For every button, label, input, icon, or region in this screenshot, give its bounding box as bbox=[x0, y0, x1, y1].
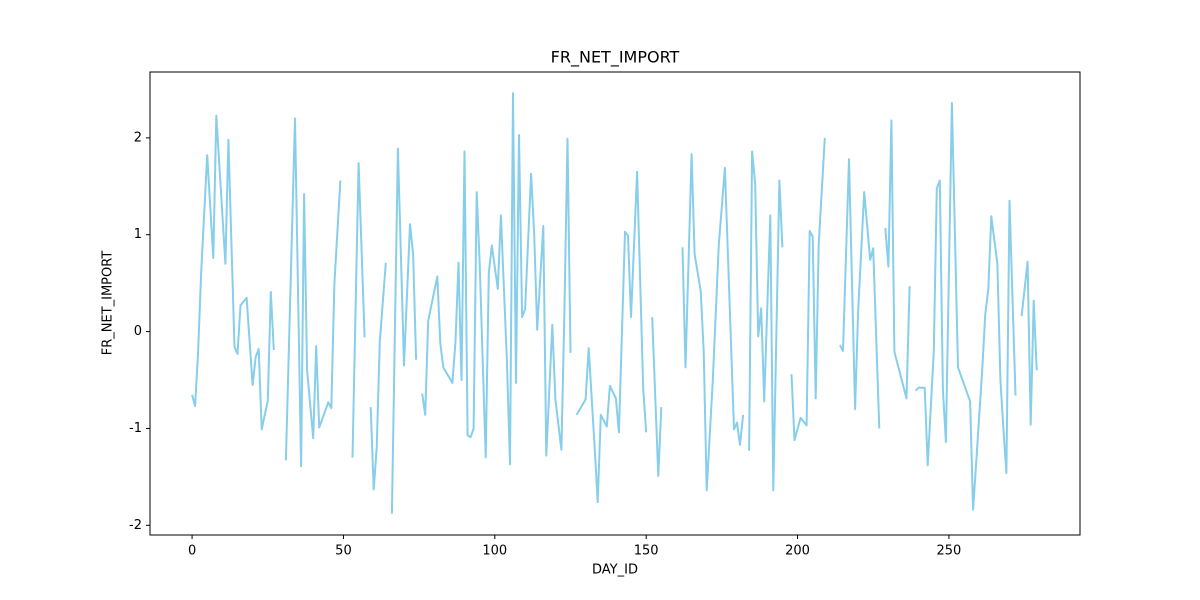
x-tick-label: 250 bbox=[937, 544, 962, 559]
chart-title: FR_NET_IMPORT bbox=[551, 48, 680, 68]
data-line bbox=[191, 92, 1038, 514]
x-tick-label: 100 bbox=[482, 544, 507, 559]
x-tick-label: 200 bbox=[785, 544, 810, 559]
x-axis-label: DAY_ID bbox=[592, 563, 638, 578]
y-axis-label: FR_NET_IMPORT bbox=[101, 251, 116, 356]
x-tick-label: 0 bbox=[188, 544, 196, 559]
x-tick-label: 150 bbox=[634, 544, 659, 559]
y-tick-label: 0 bbox=[134, 324, 142, 339]
y-tick-label: -1 bbox=[129, 421, 142, 436]
plot-frame bbox=[149, 71, 1081, 536]
y-tick-label: 1 bbox=[134, 227, 142, 242]
y-tick-label: 2 bbox=[134, 130, 142, 145]
x-tick-label: 50 bbox=[335, 544, 352, 559]
y-tick-label: -2 bbox=[129, 518, 142, 533]
